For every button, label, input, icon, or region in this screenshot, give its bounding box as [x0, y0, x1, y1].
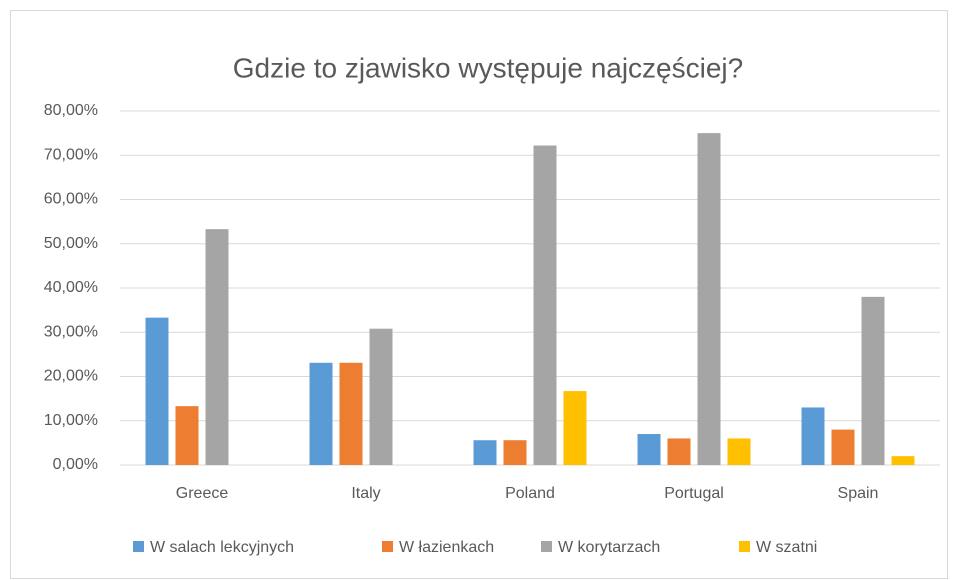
bar: [503, 440, 527, 465]
chart-frame: [10, 10, 948, 579]
legend-swatch: [739, 541, 750, 552]
bar: [563, 391, 587, 465]
y-tick-label: 0,00%: [53, 456, 98, 473]
y-tick-label: 80,00%: [44, 102, 98, 119]
bar: [145, 317, 169, 465]
bar: [339, 362, 363, 465]
bar: [473, 440, 497, 465]
chart-title: Gdzie to zjawisko występuje najczęściej?: [233, 52, 743, 83]
x-tick-label: Spain: [838, 485, 879, 502]
bar: [861, 296, 885, 465]
bar: [533, 145, 557, 465]
y-tick-label: 40,00%: [44, 279, 98, 296]
bar: [369, 328, 393, 465]
legend-label: W łazienkach: [399, 539, 494, 556]
legend-label: W szatni: [756, 539, 817, 556]
legend-swatch: [133, 541, 144, 552]
x-tick-label: Portugal: [664, 485, 724, 502]
legend-label: W salach lekcyjnych: [150, 539, 294, 556]
y-tick-label: 20,00%: [44, 368, 98, 385]
y-tick-label: 10,00%: [44, 412, 98, 429]
x-tick-label: Poland: [505, 485, 555, 502]
y-tick-label: 30,00%: [44, 323, 98, 340]
bar: [667, 438, 691, 465]
bar: [727, 438, 751, 465]
bar: [309, 362, 333, 465]
bar: [891, 456, 915, 465]
bar: [697, 133, 721, 465]
bar: [801, 407, 825, 465]
bar: [205, 229, 229, 465]
bar: [175, 406, 199, 465]
legend-label: W korytarzach: [558, 539, 660, 556]
x-tick-label: Greece: [176, 485, 229, 502]
x-tick-label: Italy: [351, 485, 380, 502]
bar: [831, 429, 855, 465]
y-tick-label: 60,00%: [44, 191, 98, 208]
y-tick-label: 50,00%: [44, 235, 98, 252]
legend-swatch: [382, 541, 393, 552]
legend-swatch: [541, 541, 552, 552]
y-tick-label: 70,00%: [44, 146, 98, 163]
bar: [637, 434, 661, 465]
